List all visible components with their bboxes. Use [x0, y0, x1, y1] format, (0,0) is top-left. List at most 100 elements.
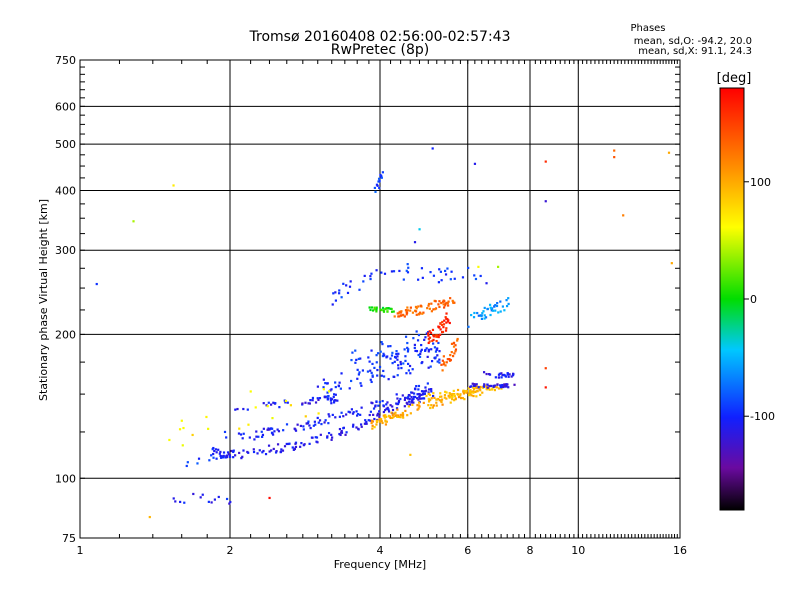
- data-point: [461, 396, 464, 400]
- data-point: [410, 400, 414, 403]
- data-point: [383, 354, 386, 357]
- data-point: [426, 307, 429, 310]
- data-point: [181, 444, 184, 447]
- stats-line-o: mean, sd,O: -94.2, 20.0: [634, 36, 752, 47]
- data-point: [371, 424, 374, 427]
- data-point: [434, 356, 437, 359]
- data-point: [481, 391, 484, 394]
- data-point: [196, 462, 199, 465]
- data-point: [503, 309, 506, 312]
- data-point: [492, 384, 495, 388]
- data-point: [435, 335, 438, 338]
- data-point: [434, 300, 437, 303]
- data-point: [372, 413, 375, 416]
- data-point: [440, 323, 444, 327]
- data-point: [318, 397, 322, 400]
- data-point: [404, 309, 408, 312]
- data-point: [393, 375, 396, 378]
- data-point: [477, 386, 480, 389]
- data-point: [334, 381, 337, 384]
- chart-subtitle: RwPretec (8p): [331, 42, 429, 58]
- data-point: [416, 339, 420, 342]
- data-point: [232, 456, 235, 459]
- data-point: [337, 384, 340, 387]
- data-point: [417, 313, 420, 316]
- data-point: [324, 382, 327, 385]
- data-point: [446, 301, 449, 305]
- data-point: [451, 355, 455, 358]
- data-point: [308, 424, 311, 427]
- data-point: [397, 367, 400, 370]
- data-point: [420, 397, 423, 400]
- data-point: [613, 149, 616, 152]
- data-point: [422, 397, 425, 400]
- data-point: [330, 438, 333, 441]
- data-point: [450, 394, 453, 397]
- data-point: [342, 427, 345, 430]
- data-point: [403, 348, 406, 351]
- data-point: [419, 397, 422, 400]
- data-point: [409, 306, 412, 309]
- data-point: [438, 325, 441, 329]
- data-point: [267, 401, 270, 404]
- data-point: [242, 432, 245, 435]
- data-point: [408, 400, 411, 403]
- data-point: [430, 390, 433, 393]
- data-point: [428, 340, 431, 343]
- data-point: [332, 401, 336, 404]
- data-point: [436, 360, 439, 363]
- data-point: [274, 402, 277, 405]
- data-point: [389, 345, 392, 348]
- data-point: [225, 497, 229, 501]
- colorbar-label: [deg]: [717, 71, 752, 86]
- data-point: [355, 358, 358, 361]
- data-point: [467, 387, 470, 390]
- data-point: [436, 335, 439, 338]
- data-point: [510, 375, 513, 378]
- data-point: [352, 423, 355, 426]
- data-point: [389, 404, 392, 407]
- data-point: [544, 386, 547, 389]
- data-point: [408, 397, 411, 401]
- data-point: [405, 311, 409, 314]
- data-point: [316, 397, 319, 400]
- x-tick-label: 16: [673, 544, 687, 557]
- data-point: [437, 303, 440, 306]
- data-point: [396, 358, 399, 361]
- data-point: [241, 437, 244, 440]
- data-point: [375, 400, 378, 403]
- chart-title: Tromsø 20160408 02:56:00-02:57:43: [249, 29, 511, 45]
- data-point: [384, 409, 387, 412]
- data-point: [411, 403, 414, 406]
- data-point: [513, 383, 516, 386]
- data-point: [408, 394, 411, 397]
- data-point: [207, 427, 210, 430]
- data-point: [395, 350, 398, 353]
- data-point: [449, 278, 452, 281]
- data-point: [472, 384, 476, 387]
- data-point: [426, 382, 429, 385]
- data-point: [384, 423, 388, 426]
- data-point: [415, 385, 418, 388]
- data-point: [427, 341, 430, 345]
- data-point: [237, 432, 241, 435]
- data-point: [381, 306, 385, 310]
- data-point: [430, 397, 433, 400]
- data-point: [447, 394, 450, 397]
- data-point: [377, 413, 380, 416]
- data-point: [395, 393, 398, 396]
- data-point: [472, 388, 476, 391]
- data-point: [381, 354, 385, 358]
- data-point: [391, 408, 395, 412]
- data-point: [395, 402, 398, 405]
- data-point: [270, 403, 273, 406]
- data-point: [378, 420, 382, 423]
- data-point: [442, 363, 445, 366]
- data-point: [317, 412, 320, 415]
- data-point: [334, 416, 337, 419]
- data-point: [469, 391, 472, 394]
- data-point: [493, 388, 497, 392]
- data-point: [449, 354, 452, 357]
- data-point: [438, 268, 441, 271]
- data-point: [383, 415, 386, 419]
